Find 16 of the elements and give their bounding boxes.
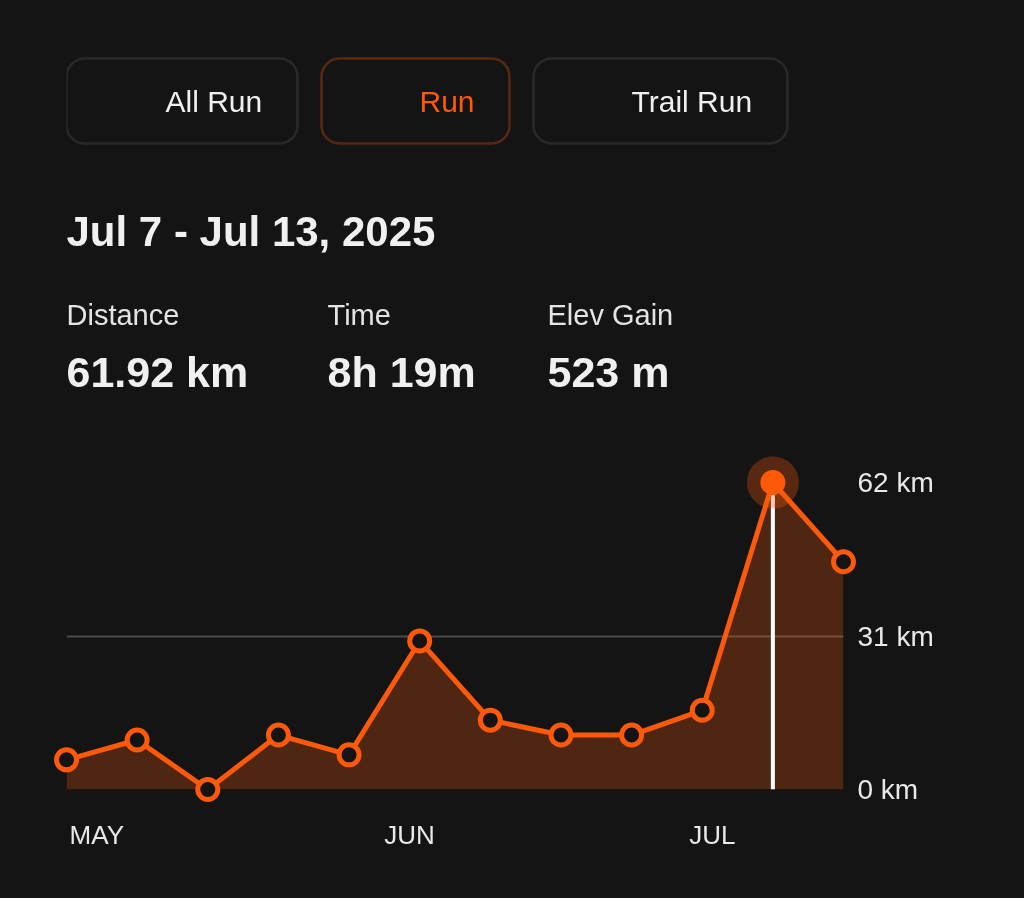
text: Elev Gain — [547, 298, 674, 331]
text: 8h 19m — [327, 347, 476, 396]
text: Distance — [66, 298, 180, 331]
text: Run — [419, 85, 475, 118]
text: Time — [327, 298, 391, 331]
chart-title: Jul 7 - Jul 13, 2025 — [66, 208, 436, 255]
y-tick-label: 0 km — [857, 774, 919, 805]
x-tick-label: JUL — [689, 819, 736, 850]
x-tick-label: MAY — [69, 819, 124, 850]
text: All Run — [165, 85, 263, 118]
text: 523 m — [547, 347, 670, 396]
text: 61.92 km — [66, 347, 249, 396]
y-tick-label: 62 km — [857, 467, 934, 498]
x-tick-label: JUN — [384, 819, 435, 850]
y-tick-label: 31 km — [857, 620, 934, 652]
text: Trail Run — [631, 85, 753, 118]
